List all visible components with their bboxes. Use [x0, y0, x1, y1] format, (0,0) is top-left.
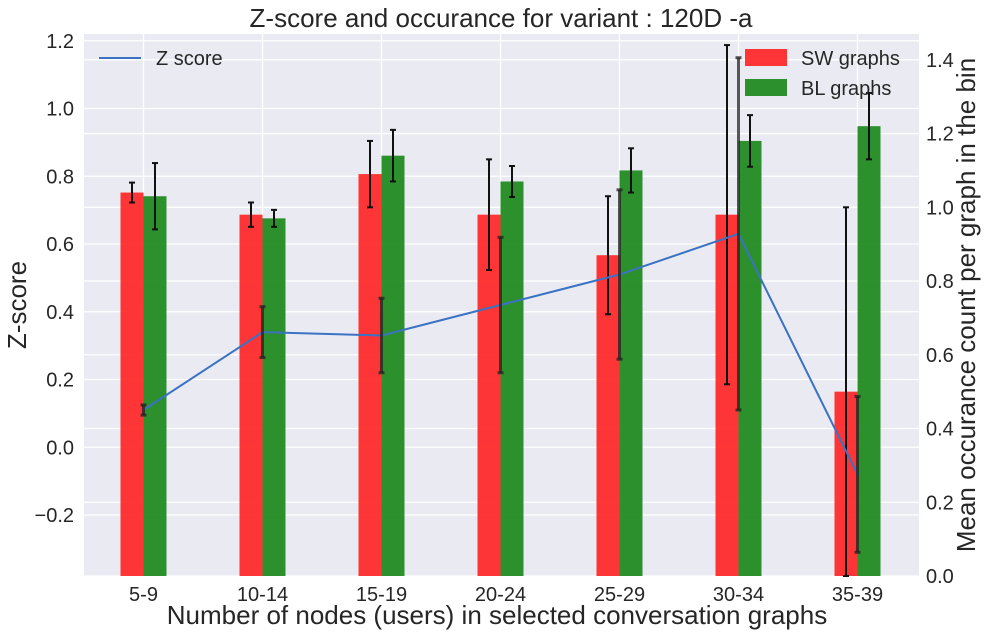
bar: [381, 155, 405, 576]
x-tick-label: 15-19: [356, 584, 407, 606]
left-axis-ticks: −0.2 0.0 0.2 0.4 0.6 0.8 1.0 1.2: [35, 31, 74, 527]
y-right-tick-label: 1.0: [926, 197, 954, 219]
x-tick-label: 10-14: [237, 584, 288, 606]
legend-left: Z score: [99, 48, 223, 70]
bar: [143, 196, 167, 576]
bar: [715, 214, 739, 576]
y-right-axis-title: Mean occurance count per graph in the bi…: [951, 58, 981, 552]
bar-error-bars: [129, 44, 872, 577]
y-tick-label: 0.2: [46, 370, 74, 392]
right-axis-ticks: 0.0 0.2 0.4 0.6 0.8 1.0 1.2 1.4: [926, 50, 954, 588]
legend-label-sw-graphs: SW graphs: [801, 48, 900, 70]
y-tick-label: 0.4: [46, 302, 74, 324]
y-right-tick-label: 0.4: [926, 419, 954, 441]
y-right-tick-label: 0.0: [926, 566, 954, 588]
x-tick-label: 20-24: [475, 584, 526, 606]
x-tick-label: 25-29: [594, 584, 645, 606]
y-tick-label: 1.0: [46, 99, 74, 121]
bar: [619, 170, 643, 577]
legend-right: SW graphs BL graphs: [745, 48, 900, 100]
x-tick-label: 30-34: [713, 584, 764, 606]
x-axis-title: Number of nodes (users) in selected conv…: [167, 600, 827, 630]
bar: [738, 140, 762, 576]
bar: [358, 174, 382, 577]
y-axis-title: Z-score: [2, 261, 32, 349]
y-tick-label: 0.6: [46, 234, 74, 256]
bar: [239, 214, 263, 576]
legend-label-z-score: Z score: [156, 48, 223, 70]
y-right-tick-label: 0.8: [926, 271, 954, 293]
x-tick-label: 5-9: [129, 584, 158, 606]
x-axis-ticks: 5-9 10-14 15-19 20-24 25-29 30-34 35-39: [129, 584, 883, 606]
legend-label-bl-graphs: BL graphs: [801, 78, 891, 100]
y-right-tick-label: 0.6: [926, 345, 954, 367]
z-score-error-bars: [140, 56, 861, 554]
chart-title: Z-score and occurance for variant : 120D…: [250, 3, 753, 33]
bar: [857, 126, 881, 576]
bar: [120, 192, 144, 576]
y-tick-label: 0.8: [46, 166, 74, 188]
y-right-tick-label: 1.2: [926, 124, 954, 146]
y-right-tick-label: 1.4: [926, 50, 954, 72]
bar: [596, 255, 620, 576]
bar: [477, 214, 501, 576]
y-right-tick-label: 0.2: [926, 492, 954, 514]
y-tick-label: 0.0: [46, 437, 74, 459]
x-tick-label: 35-39: [832, 584, 883, 606]
bar: [262, 218, 286, 576]
bar: [500, 181, 524, 577]
y-tick-label: 1.2: [46, 31, 74, 53]
legend-swatch-sw: [745, 49, 787, 66]
legend-swatch-bl: [745, 79, 787, 96]
y-tick-label: −0.2: [35, 505, 74, 527]
